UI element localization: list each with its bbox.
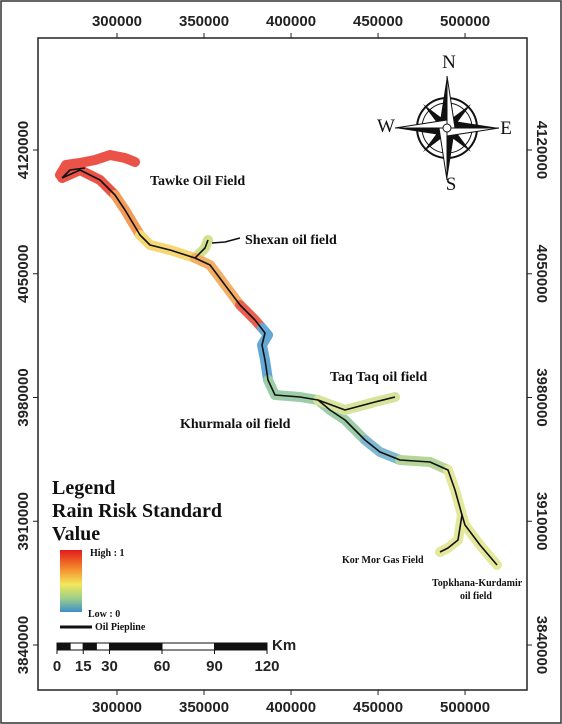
- y-tick-label: 3980000: [533, 368, 550, 426]
- field-label: Tawke Oil Field: [150, 174, 245, 189]
- scale-label: 90: [206, 658, 223, 675]
- x-tick-label: 450000: [353, 699, 403, 716]
- scale-segment: [214, 642, 268, 651]
- scale-segment: [56, 642, 71, 651]
- scale-segment: [95, 642, 110, 651]
- legend-low: Low : 0: [88, 609, 120, 620]
- y-tick-label: 3980000: [15, 368, 32, 426]
- legend-subtitle: Value: [52, 523, 100, 545]
- legend-pipeline: Oil Piepline: [95, 622, 146, 633]
- scale-unit: Km: [272, 637, 296, 654]
- x-tick-label: 350000: [179, 13, 229, 30]
- y-tick-label: 4050000: [15, 245, 32, 303]
- y-tick-label: 4120000: [15, 121, 32, 179]
- field-label: Khurmala oil field: [180, 417, 291, 432]
- scale-label: 120: [254, 658, 279, 675]
- x-tick-label: 300000: [92, 13, 142, 30]
- x-tick-label: 500000: [440, 699, 490, 716]
- y-tick-label: 3910000: [15, 492, 32, 550]
- scale-segment: [69, 642, 84, 651]
- compass-w: W: [377, 116, 395, 137]
- field-label: Kor Mor Gas Field: [342, 555, 424, 566]
- field-label: Taq Taq oil field: [330, 370, 427, 385]
- legend-high: High : 1: [90, 548, 124, 559]
- scale-segment: [161, 642, 215, 651]
- scale-label: 0: [53, 658, 61, 675]
- y-tick-label: 4050000: [533, 245, 550, 303]
- scale-segment: [82, 642, 97, 651]
- x-tick-label: 450000: [353, 13, 403, 30]
- compass-s: S: [446, 174, 457, 195]
- x-tick-label: 500000: [440, 13, 490, 30]
- scale-label: 30: [101, 658, 118, 675]
- x-tick-label: 400000: [266, 699, 316, 716]
- x-tick-label: 400000: [266, 13, 316, 30]
- compass-e: E: [500, 118, 512, 139]
- legend-subtitle: Rain Risk Standard: [52, 500, 222, 522]
- field-label: Topkhana-Kurdamir: [432, 578, 523, 589]
- legend-ramp: [60, 550, 82, 612]
- y-tick-label: 3910000: [533, 492, 550, 550]
- pipeline: [61, 167, 498, 566]
- field-label: Shexan oil field: [245, 233, 337, 248]
- compass-rose: [394, 75, 500, 181]
- scale-segment: [109, 642, 163, 651]
- scale-label: 60: [154, 658, 171, 675]
- field-label: oil field: [460, 591, 492, 602]
- y-tick-label: 3840000: [15, 616, 32, 674]
- y-tick-label: 4120000: [533, 121, 550, 179]
- x-tick-label: 350000: [179, 699, 229, 716]
- legend-title: Legend: [52, 477, 115, 499]
- y-tick-label: 3840000: [533, 616, 550, 674]
- x-tick-label: 300000: [92, 699, 142, 716]
- scale-label: 15: [75, 658, 92, 675]
- compass-n: N: [442, 52, 456, 73]
